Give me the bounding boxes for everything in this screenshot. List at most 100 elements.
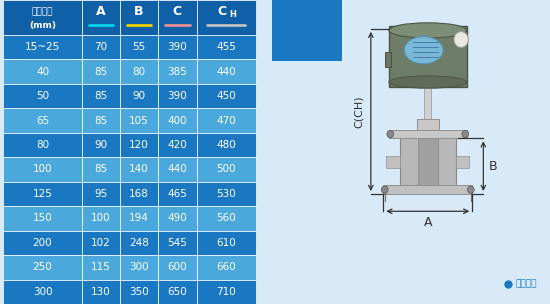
Ellipse shape [389, 76, 466, 88]
Bar [158, 133, 197, 157]
Bar [197, 108, 256, 133]
Text: 610: 610 [217, 238, 236, 248]
Bar [3, 84, 82, 108]
Bar [158, 35, 197, 59]
Bar [82, 59, 120, 84]
Ellipse shape [389, 23, 466, 38]
Text: 140: 140 [129, 164, 149, 174]
Bar [197, 231, 256, 255]
Text: 80: 80 [133, 67, 145, 77]
Bar [3, 133, 82, 157]
Text: 248: 248 [129, 238, 149, 248]
Text: 440: 440 [217, 67, 236, 77]
Bar [120, 133, 158, 157]
Text: 70: 70 [95, 42, 108, 52]
Bar [82, 0, 120, 35]
Text: 85: 85 [95, 164, 108, 174]
Bar [82, 35, 120, 59]
Bar [197, 182, 256, 206]
Text: A: A [96, 5, 106, 18]
Circle shape [387, 130, 394, 138]
Text: 300: 300 [32, 287, 52, 297]
Text: B: B [134, 5, 144, 18]
Text: 130: 130 [91, 287, 111, 297]
Bar [158, 108, 197, 133]
Bar [82, 280, 120, 304]
Text: 500: 500 [217, 164, 236, 174]
Text: 545: 545 [167, 238, 187, 248]
Text: H: H [229, 10, 236, 19]
Text: 儀表口徑: 儀表口徑 [32, 8, 53, 17]
Bar [424, 82, 431, 120]
Text: 90: 90 [95, 140, 108, 150]
Circle shape [462, 130, 469, 138]
Bar [158, 0, 197, 35]
Bar [418, 131, 437, 193]
Bar [455, 156, 470, 168]
Text: 350: 350 [129, 287, 149, 297]
Text: 150: 150 [32, 213, 52, 223]
Bar [272, 0, 342, 61]
Bar [385, 52, 391, 67]
Bar [389, 26, 466, 87]
Bar [197, 59, 256, 84]
Text: (mm): (mm) [29, 21, 56, 30]
Bar [197, 84, 256, 108]
Bar [158, 59, 197, 84]
Bar [120, 108, 158, 133]
Text: 400: 400 [167, 116, 187, 126]
Bar [120, 206, 158, 231]
Bar [120, 182, 158, 206]
Bar [197, 0, 256, 35]
Text: 250: 250 [32, 262, 52, 272]
Text: 115: 115 [91, 262, 111, 272]
Text: 55: 55 [132, 42, 145, 52]
Text: 168: 168 [129, 189, 149, 199]
Bar [120, 157, 158, 182]
Text: 常规仪表: 常规仪表 [515, 280, 537, 289]
Text: 194: 194 [129, 213, 149, 223]
Text: 600: 600 [167, 262, 187, 272]
Bar [3, 231, 82, 255]
Text: 470: 470 [217, 116, 236, 126]
Bar [82, 231, 120, 255]
Bar [3, 255, 82, 280]
Bar [197, 35, 256, 59]
Bar [82, 255, 120, 280]
Bar [197, 133, 256, 157]
Bar [400, 131, 455, 193]
Text: C(CH): C(CH) [354, 95, 364, 128]
Bar [386, 156, 400, 168]
Text: 390: 390 [167, 91, 187, 101]
Text: B: B [489, 160, 497, 173]
Bar [158, 84, 197, 108]
Text: C: C [173, 5, 182, 18]
Text: 90: 90 [133, 91, 145, 101]
Bar [3, 59, 82, 84]
Circle shape [468, 186, 474, 193]
Bar [120, 35, 158, 59]
Bar [120, 84, 158, 108]
Text: 102: 102 [91, 238, 111, 248]
Bar [158, 206, 197, 231]
Text: 530: 530 [217, 189, 236, 199]
Text: C: C [217, 5, 226, 18]
Text: 300: 300 [129, 262, 149, 272]
Text: 420: 420 [167, 140, 187, 150]
Bar [82, 206, 120, 231]
Text: 200: 200 [32, 238, 52, 248]
Text: 480: 480 [217, 140, 236, 150]
Bar [197, 280, 256, 304]
Text: 490: 490 [167, 213, 187, 223]
Bar [82, 108, 120, 133]
Bar [3, 280, 82, 304]
Text: 560: 560 [217, 213, 236, 223]
Text: 455: 455 [217, 42, 236, 52]
Text: 95: 95 [95, 189, 108, 199]
Bar [417, 119, 439, 131]
Text: A: A [424, 216, 432, 229]
Text: 50: 50 [36, 91, 49, 101]
Text: 390: 390 [167, 42, 187, 52]
Bar [3, 108, 82, 133]
Bar [120, 59, 158, 84]
